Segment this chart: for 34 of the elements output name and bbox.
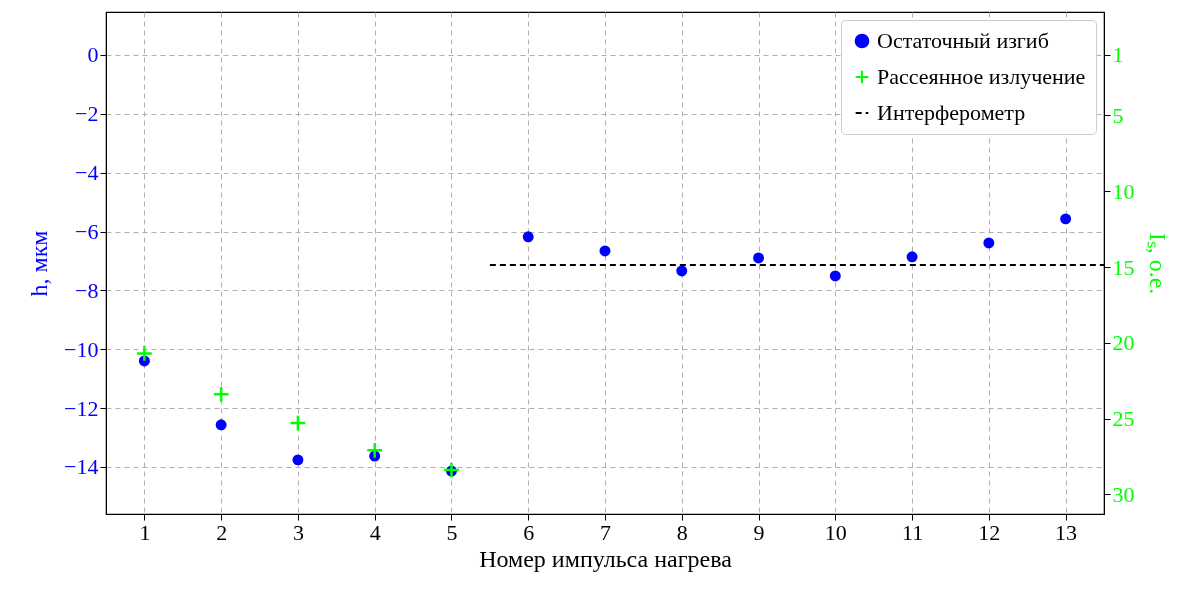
y2-tick-label: 1 bbox=[1112, 42, 1124, 68]
y-tick-label: −6 bbox=[75, 219, 99, 245]
x-tick-label: 7 bbox=[600, 519, 611, 545]
y-tick-label: −4 bbox=[75, 160, 99, 186]
y-tick-label: 0 bbox=[87, 42, 99, 68]
y2-tick-label: 20 bbox=[1112, 330, 1135, 356]
legend-label: Остаточный изгиб bbox=[877, 28, 1049, 53]
x-tick-label: 3 bbox=[292, 519, 304, 545]
x-tick-label: 11 bbox=[901, 519, 924, 545]
y-tick-label: −14 bbox=[64, 454, 99, 480]
y-tick-label: −2 bbox=[75, 101, 99, 127]
y2-axis-title: Iₛ, о.е. bbox=[1144, 232, 1171, 295]
x-tick-label: 1 bbox=[139, 519, 151, 545]
x-tick-label: 2 bbox=[216, 519, 228, 545]
legend-label: Рассеянное излучение bbox=[877, 64, 1086, 89]
y-tick-label: −10 bbox=[64, 336, 99, 362]
x-tick-label: 8 bbox=[676, 519, 688, 545]
y2-tick-label: 10 bbox=[1112, 178, 1135, 204]
y2-tick-label: 25 bbox=[1112, 406, 1135, 432]
x-tick-label: 12 bbox=[978, 519, 1001, 545]
y-tick-label: −8 bbox=[75, 277, 99, 303]
y2-tick-label: 5 bbox=[1112, 102, 1124, 128]
x-tick-label: 6 bbox=[523, 519, 535, 545]
x-tick-label: 5 bbox=[446, 519, 458, 545]
y-axis-title: h, мкм bbox=[26, 230, 53, 297]
legend-label: Интерферометр bbox=[877, 100, 1026, 125]
x-tick-label: 10 bbox=[824, 519, 847, 545]
y2-tick-label: 30 bbox=[1112, 481, 1135, 507]
x-tick-label: 4 bbox=[369, 519, 381, 545]
y2-tick-label: 15 bbox=[1112, 254, 1135, 280]
x-tick-label: 13 bbox=[1055, 519, 1078, 545]
x-tick-label: 9 bbox=[753, 519, 765, 545]
x-axis-title: Номер импульса нагрева bbox=[479, 545, 733, 572]
y-tick-label: −12 bbox=[64, 395, 99, 421]
